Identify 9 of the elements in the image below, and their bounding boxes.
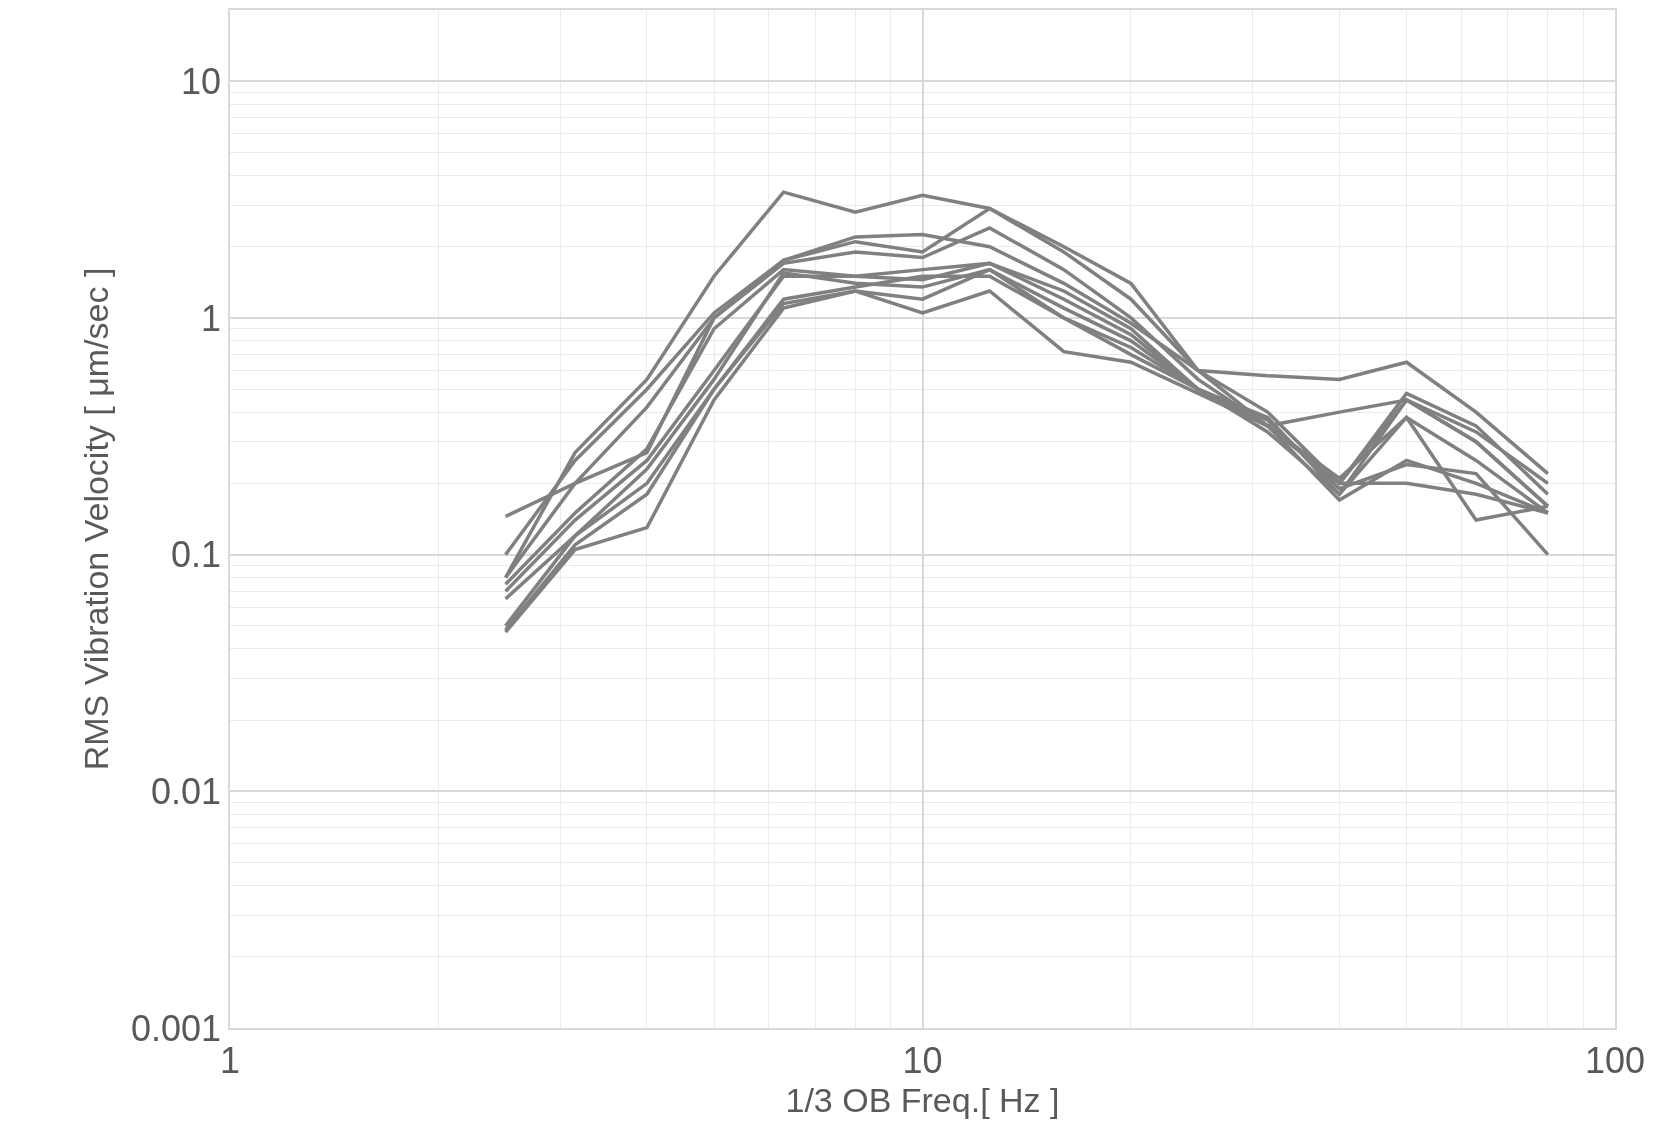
x-tick-label: 10 [902, 1039, 943, 1081]
y-tick-label: 0.01 [150, 770, 222, 812]
y-tick-label: 10 [181, 60, 222, 102]
x-axis-title: 1/3 OB Freq.[ Hz ] [785, 1080, 1060, 1119]
y-tick-label: 0.001 [130, 1007, 222, 1049]
x-tick-label: 100 [1584, 1039, 1646, 1081]
y-tick-label: 0.1 [171, 534, 222, 576]
y-tick-label: 1 [201, 297, 222, 339]
y-axis-title: RMS Vibration Velocity [ μm/sec ] [77, 267, 116, 771]
